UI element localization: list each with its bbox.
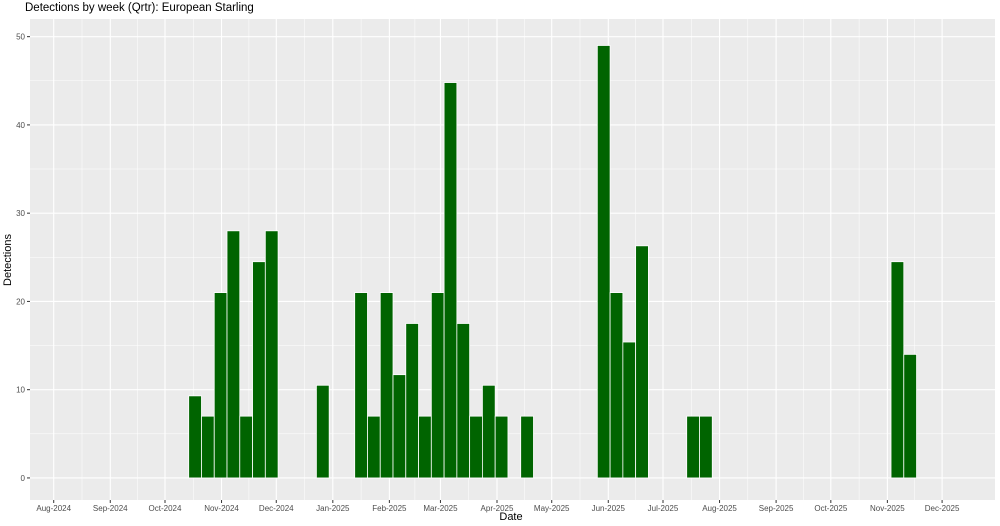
bar bbox=[188, 395, 202, 479]
bar bbox=[520, 415, 534, 479]
bar bbox=[482, 384, 496, 479]
bar bbox=[252, 261, 266, 479]
x-tick-label: Dec-2025 bbox=[925, 504, 960, 513]
bars bbox=[188, 45, 917, 479]
bar bbox=[226, 230, 241, 479]
bar bbox=[494, 415, 509, 479]
x-tick-label: Oct-2024 bbox=[149, 504, 182, 513]
chart-title: Detections by week (Qrtr): European Star… bbox=[25, 2, 254, 14]
bar bbox=[315, 384, 330, 479]
bar bbox=[456, 323, 471, 479]
bar bbox=[213, 292, 228, 479]
x-tick-label: Jul-2025 bbox=[648, 504, 679, 513]
bar bbox=[239, 415, 253, 479]
bar bbox=[201, 415, 215, 479]
x-tick-label: Dec-2024 bbox=[259, 504, 294, 513]
bar bbox=[443, 82, 458, 479]
bar bbox=[686, 415, 700, 479]
x-tick-label: Feb-2025 bbox=[372, 504, 407, 513]
y-tick-label: 10 bbox=[16, 386, 25, 395]
y-axis: 0 10 20 30 40 50 bbox=[16, 33, 30, 483]
bar bbox=[392, 374, 407, 479]
x-tick-label: Sep-2024 bbox=[93, 504, 128, 513]
bar bbox=[264, 230, 279, 479]
x-tick-label: Oct-2025 bbox=[814, 504, 847, 513]
x-tick-label: Aug-2025 bbox=[702, 504, 737, 513]
bar bbox=[430, 292, 445, 479]
bar bbox=[596, 45, 611, 479]
bar bbox=[635, 245, 649, 479]
x-tick-label: Aug-2024 bbox=[36, 504, 71, 513]
bar bbox=[367, 415, 381, 479]
x-tick-label: Nov-2024 bbox=[204, 504, 239, 513]
y-tick-label: 0 bbox=[21, 474, 26, 483]
bar bbox=[405, 323, 419, 479]
x-tick-label: Jan-2025 bbox=[316, 504, 350, 513]
bar bbox=[354, 292, 368, 479]
x-tick-label: Jun-2025 bbox=[592, 504, 626, 513]
bar bbox=[469, 415, 483, 479]
y-tick-label: 30 bbox=[16, 209, 25, 218]
plot-panel bbox=[30, 19, 995, 500]
x-tick-label: Mar-2025 bbox=[423, 504, 458, 513]
y-tick-label: 20 bbox=[16, 297, 25, 306]
x-tick-label: Nov-2025 bbox=[870, 504, 905, 513]
y-tick-label: 50 bbox=[16, 33, 25, 42]
bar bbox=[379, 292, 394, 479]
bar bbox=[609, 292, 624, 479]
bar bbox=[418, 415, 432, 479]
bar bbox=[622, 341, 637, 479]
x-tick-label: Apr-2025 bbox=[481, 504, 514, 513]
y-tick-label: 40 bbox=[16, 121, 25, 130]
x-axis: Aug-2024 Sep-2024 Oct-2024 Nov-2024 Dec-2024… bbox=[36, 500, 960, 513]
bar bbox=[903, 353, 917, 479]
bar bbox=[699, 415, 713, 479]
y-axis-label: Detections bbox=[2, 234, 14, 286]
x-axis-label: Date bbox=[499, 511, 522, 523]
x-tick-label: Sep-2025 bbox=[759, 504, 794, 513]
bar bbox=[890, 261, 905, 479]
x-tick-label: May-2025 bbox=[534, 504, 570, 513]
